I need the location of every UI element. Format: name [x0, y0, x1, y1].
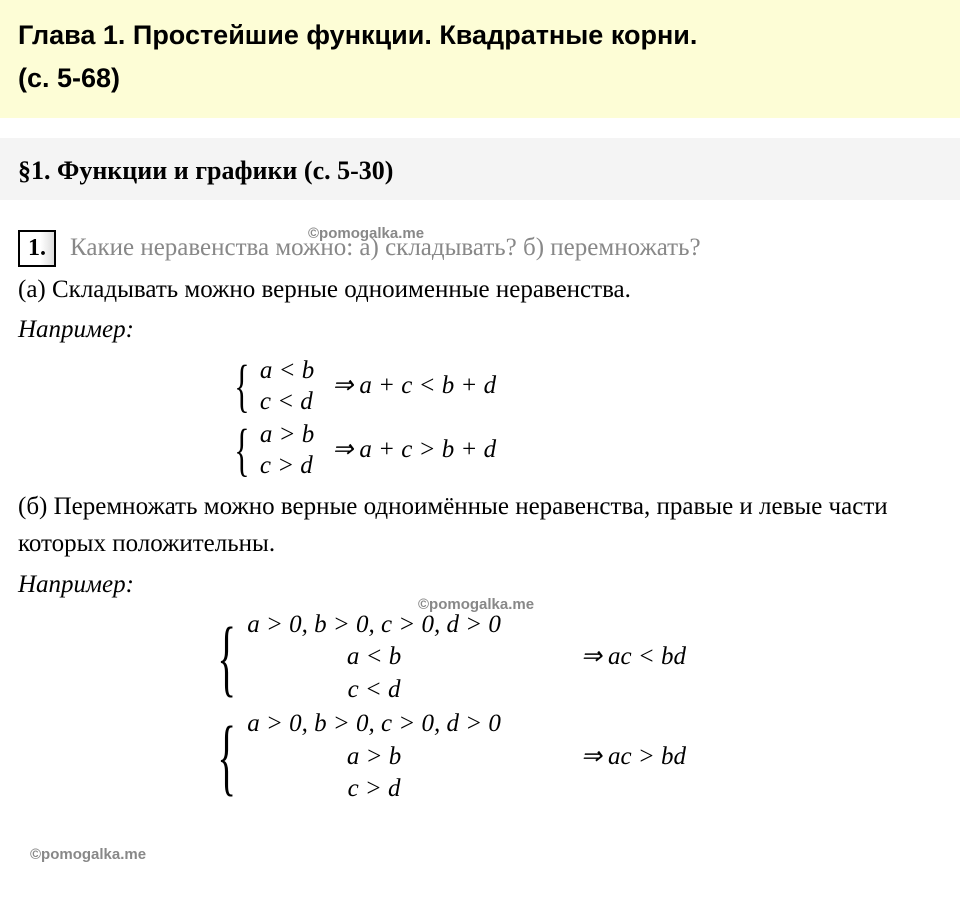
part-b-text: (б) Перемножать можно верные одноимённые…	[18, 488, 942, 563]
watermark-2: ©pomogalka.me	[418, 596, 534, 613]
chapter-title-line1: Глава 1. Простейшие функции. Квадратные …	[18, 14, 942, 57]
sys-b2-line2: a > b	[347, 741, 401, 774]
brace-icon: {	[234, 360, 249, 412]
system-b1: { a > 0, b > 0, c > 0, d > 0 a < b c < d…	[206, 609, 942, 707]
system-b2: { a > 0, b > 0, c > 0, d > 0 a > b c > d…	[206, 708, 942, 806]
problem-number-box: 1.	[18, 230, 56, 266]
brace-icon: {	[217, 619, 236, 696]
part-a-example-label: Например:	[18, 312, 942, 348]
brace-icon: {	[217, 718, 236, 795]
part-b-math: { a > 0, b > 0, c > 0, d > 0 a < b c < d…	[18, 609, 942, 806]
sys-b1-implies: ⇒ ac < bd	[581, 639, 686, 675]
sys-a2-line1: a > b	[260, 419, 314, 450]
sys-b1-line1: a > 0, b > 0, c > 0, d > 0	[247, 609, 501, 642]
part-a-text: (а) Складывать можно верные одноименные …	[18, 271, 942, 309]
section-title: §1. Функции и графики (с. 5-30)	[18, 156, 393, 185]
sys-b1-line3: c < d	[348, 674, 401, 707]
brace-icon: {	[234, 424, 249, 476]
sys-a2-implies: ⇒ a + c > b + d	[332, 432, 496, 468]
content-area: 1. Какие неравенства можно: а) складыват…	[0, 230, 960, 805]
sys-a1-implies: ⇒ a + c < b + d	[332, 368, 496, 404]
sys-a1-line2: c < d	[260, 386, 314, 417]
chapter-header: Глава 1. Простейшие функции. Квадратные …	[0, 0, 960, 118]
sys-b2-implies: ⇒ ac > bd	[581, 739, 686, 775]
sys-b2-line1: a > 0, b > 0, c > 0, d > 0	[247, 708, 501, 741]
chapter-title-line2: (с. 5-68)	[18, 57, 942, 100]
system-a2: { a > b c > d ⇒ a + c > b + d	[228, 419, 942, 482]
watermark-1: ©pomogalka.me	[308, 225, 424, 242]
sys-a1-line1: a < b	[260, 355, 314, 386]
sys-b1-line2: a < b	[347, 641, 401, 674]
sys-b2-line3: c > d	[348, 773, 401, 806]
part-a-math: { a < b c < d ⇒ a + c < b + d { a > b c …	[18, 355, 942, 482]
sys-a2-line2: c > d	[260, 450, 314, 481]
watermark-3: ©pomogalka.me	[30, 846, 146, 863]
problem-row: 1. Какие неравенства можно: а) складыват…	[18, 230, 942, 266]
system-a1: { a < b c < d ⇒ a + c < b + d	[228, 355, 942, 418]
section-header: §1. Функции и графики (с. 5-30)	[0, 138, 960, 200]
